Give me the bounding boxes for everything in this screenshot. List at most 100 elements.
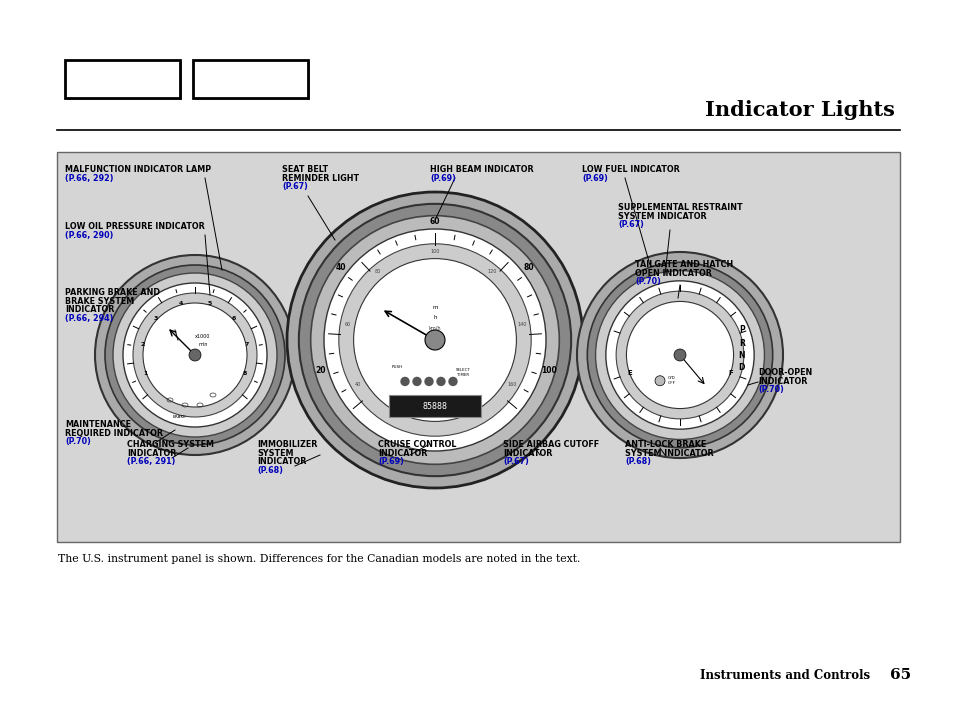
Circle shape xyxy=(189,349,201,361)
FancyBboxPatch shape xyxy=(57,152,899,542)
Circle shape xyxy=(424,378,433,386)
Text: E: E xyxy=(627,371,632,376)
Text: MAINTENANCE: MAINTENANCE xyxy=(65,420,131,429)
Text: N: N xyxy=(738,351,744,359)
Text: 60: 60 xyxy=(429,217,439,226)
Text: (P.66, 290): (P.66, 290) xyxy=(65,231,113,240)
Text: 40: 40 xyxy=(335,263,346,273)
Text: HIGH BEAM INDICATOR: HIGH BEAM INDICATOR xyxy=(430,165,533,174)
Text: TAILGATE AND HATCH: TAILGATE AND HATCH xyxy=(635,260,733,269)
Ellipse shape xyxy=(577,252,782,458)
Text: R: R xyxy=(738,339,744,347)
Text: PARKING BRAKE AND: PARKING BRAKE AND xyxy=(65,288,160,297)
Text: h: h xyxy=(433,315,436,320)
Text: (P.66, 294): (P.66, 294) xyxy=(65,314,113,323)
Text: SYSTEM INDICATOR: SYSTEM INDICATOR xyxy=(618,212,706,221)
Text: (P.66, 291): (P.66, 291) xyxy=(127,457,175,466)
FancyBboxPatch shape xyxy=(389,395,480,417)
Text: km/h: km/h xyxy=(428,326,441,331)
Ellipse shape xyxy=(311,216,558,464)
Ellipse shape xyxy=(595,271,763,439)
Circle shape xyxy=(413,378,420,386)
Text: (P.69): (P.69) xyxy=(581,174,607,182)
Ellipse shape xyxy=(354,258,516,422)
Text: 1: 1 xyxy=(143,371,147,376)
Ellipse shape xyxy=(587,262,772,448)
FancyBboxPatch shape xyxy=(67,62,182,100)
Circle shape xyxy=(673,349,685,361)
Text: (P.69): (P.69) xyxy=(377,457,403,466)
Text: SIDE AIRBAG CUTOFF: SIDE AIRBAG CUTOFF xyxy=(502,440,598,449)
Text: 2: 2 xyxy=(141,342,145,347)
Text: (P.69): (P.69) xyxy=(430,174,456,182)
Text: IMMOBILIZER: IMMOBILIZER xyxy=(256,440,317,449)
Text: x1000: x1000 xyxy=(195,334,211,339)
Text: 160: 160 xyxy=(507,382,516,387)
Text: The U.S. instrument panel is shown. Differences for the Canadian models are note: The U.S. instrument panel is shown. Diff… xyxy=(58,554,579,564)
Ellipse shape xyxy=(143,303,247,407)
Text: REMINDER LIGHT: REMINDER LIGHT xyxy=(282,174,358,182)
Text: (P.67): (P.67) xyxy=(282,182,308,192)
Text: (P.70): (P.70) xyxy=(65,437,91,447)
Text: SUPPLEMENTAL RESTRAINT: SUPPLEMENTAL RESTRAINT xyxy=(618,203,741,212)
Text: 40: 40 xyxy=(355,382,361,387)
Text: DOOR-OPEN: DOOR-OPEN xyxy=(758,368,811,377)
Text: P: P xyxy=(739,325,744,334)
Text: (P.66, 292): (P.66, 292) xyxy=(65,174,113,182)
Text: INDICATOR: INDICATOR xyxy=(502,449,552,458)
Text: 100: 100 xyxy=(430,248,439,253)
Text: O/D
OFF: O/D OFF xyxy=(667,376,676,385)
Text: ANTI-LOCK BRAKE: ANTI-LOCK BRAKE xyxy=(624,440,705,449)
Ellipse shape xyxy=(626,302,733,408)
Text: (P.68): (P.68) xyxy=(624,457,650,466)
Ellipse shape xyxy=(123,283,267,427)
Text: (P.70): (P.70) xyxy=(635,278,660,286)
Ellipse shape xyxy=(112,273,276,437)
Ellipse shape xyxy=(616,291,743,419)
Text: SYSTEM INDICATOR: SYSTEM INDICATOR xyxy=(624,449,713,458)
Text: 8: 8 xyxy=(242,371,247,376)
Circle shape xyxy=(400,378,409,386)
Text: INDICATOR: INDICATOR xyxy=(127,449,176,458)
Text: CRUISE CONTROL: CRUISE CONTROL xyxy=(377,440,456,449)
Text: 80: 80 xyxy=(375,270,380,275)
Text: (P.67): (P.67) xyxy=(618,220,643,229)
Text: m: m xyxy=(432,305,437,310)
Text: OPEN INDICATOR: OPEN INDICATOR xyxy=(635,268,711,278)
Ellipse shape xyxy=(324,229,545,451)
Text: 4: 4 xyxy=(178,302,183,307)
Text: SEAT BELT: SEAT BELT xyxy=(282,165,328,174)
Text: CHARGING SYSTEM: CHARGING SYSTEM xyxy=(127,440,213,449)
Text: 100: 100 xyxy=(541,366,557,375)
Text: F: F xyxy=(727,371,732,376)
Ellipse shape xyxy=(287,192,582,488)
Text: Instruments and Controls: Instruments and Controls xyxy=(700,669,869,682)
Text: 80: 80 xyxy=(523,263,534,273)
Text: 120: 120 xyxy=(487,270,497,275)
Ellipse shape xyxy=(605,281,754,429)
Ellipse shape xyxy=(95,255,294,455)
Text: LOW FUEL INDICATOR: LOW FUEL INDICATOR xyxy=(581,165,679,174)
Text: INDICATOR: INDICATOR xyxy=(377,449,427,458)
Text: INDICATOR: INDICATOR xyxy=(65,305,114,315)
Text: 60: 60 xyxy=(344,322,351,327)
Text: 5: 5 xyxy=(207,302,212,307)
Text: (P.67): (P.67) xyxy=(502,457,528,466)
Text: SELECT
TIMER: SELECT TIMER xyxy=(456,368,470,377)
Circle shape xyxy=(449,378,456,386)
Text: min: min xyxy=(198,342,208,347)
Text: D: D xyxy=(738,364,744,373)
Circle shape xyxy=(655,376,664,386)
Text: REQUIRED INDICATOR: REQUIRED INDICATOR xyxy=(65,429,163,437)
Text: INDICATOR: INDICATOR xyxy=(256,457,306,466)
Text: BRAKE: BRAKE xyxy=(172,415,187,419)
Text: MALFUNCTION INDICATOR LAMP: MALFUNCTION INDICATOR LAMP xyxy=(65,165,211,174)
Ellipse shape xyxy=(298,204,571,476)
FancyBboxPatch shape xyxy=(65,60,180,98)
Text: BRAKE SYSTEM: BRAKE SYSTEM xyxy=(65,297,134,306)
Text: 65: 65 xyxy=(889,668,910,682)
Text: SYSTEM: SYSTEM xyxy=(256,449,294,458)
Text: INDICATOR: INDICATOR xyxy=(758,377,806,386)
Circle shape xyxy=(424,330,444,350)
Text: 85888: 85888 xyxy=(422,402,447,411)
